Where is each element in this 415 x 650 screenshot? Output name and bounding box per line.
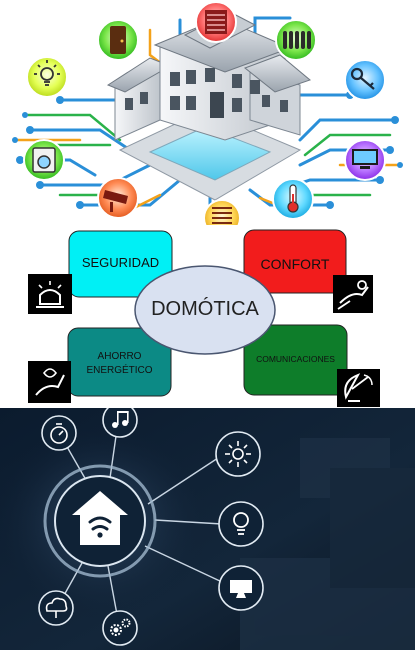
- house-model: [106, 11, 312, 201]
- node-door: [97, 19, 139, 61]
- timer-icon: [50, 423, 68, 444]
- category-box-comunicaciones: [243, 324, 348, 396]
- monitor-node: [218, 565, 264, 611]
- node-light-bulb: [26, 56, 68, 98]
- category-box-confort: [243, 229, 347, 294]
- node-radiator: [275, 19, 317, 61]
- gears-icon: [110, 618, 131, 636]
- light-bulb-icon: [34, 60, 60, 86]
- key-icon: [350, 67, 375, 90]
- door-icon: [110, 26, 126, 54]
- radiator-icon: [283, 31, 311, 49]
- cloud-icon: [45, 597, 68, 618]
- category-label-ahorro-line2: ENERGÉTICO: [86, 365, 153, 376]
- category-box-seguridad: [68, 230, 173, 298]
- music-note-icon: [112, 411, 129, 428]
- alarm-light-icon: [28, 274, 72, 314]
- music-node: [102, 408, 138, 438]
- node-security-camera: [97, 177, 139, 219]
- pool: [148, 126, 272, 181]
- category-label-confort: CONFORT: [260, 256, 330, 272]
- gears-node: [102, 610, 138, 646]
- shutter-icon: [212, 207, 232, 224]
- light-node: [218, 501, 264, 547]
- house-illustration-panel: [0, 0, 415, 225]
- energy-hand-icon: [28, 361, 71, 403]
- domotica-diagram: SEGURIDAD CONFORT AHORRO ENERGÉTICO COMU…: [0, 225, 415, 408]
- node-thermometer: [272, 178, 314, 220]
- smart-home-wifi-icon: [72, 491, 128, 545]
- node-shutter: [203, 199, 241, 225]
- center-ellipse: [134, 265, 276, 355]
- node-washing-machine: [23, 139, 65, 181]
- node-computer: [344, 139, 386, 181]
- satellite-dish-icon: [337, 369, 380, 407]
- computer-icon: [352, 149, 378, 169]
- thermometer-icon: [287, 184, 299, 213]
- climate-node: [215, 431, 261, 477]
- node-window-blinds: [195, 1, 237, 43]
- monitor-icon: [230, 580, 252, 598]
- smart-home-illustration: [0, 408, 415, 650]
- house-illustration: [12, 1, 403, 225]
- category-label-ahorro-line1: AHORRO: [97, 351, 142, 362]
- smart-home-panel: [0, 408, 415, 650]
- cloud-node: [38, 590, 74, 626]
- light-bulb-icon: [233, 512, 249, 535]
- window-blinds-icon: [205, 10, 227, 34]
- timer-node: [41, 415, 77, 451]
- washing-machine-icon: [32, 147, 56, 173]
- sun-snow-icon: [225, 441, 251, 467]
- category-label-comunicaciones: COMUNICACIONES: [256, 354, 335, 364]
- node-key: [344, 59, 386, 101]
- category-label-ahorro: AHORRO ENERGÉTICO: [68, 350, 171, 378]
- security-camera-icon: [103, 190, 128, 212]
- center-title: DOMÓTICA: [151, 298, 259, 320]
- relax-hand-icon: [333, 275, 373, 313]
- category-label-seguridad: SEGURIDAD: [81, 255, 160, 270]
